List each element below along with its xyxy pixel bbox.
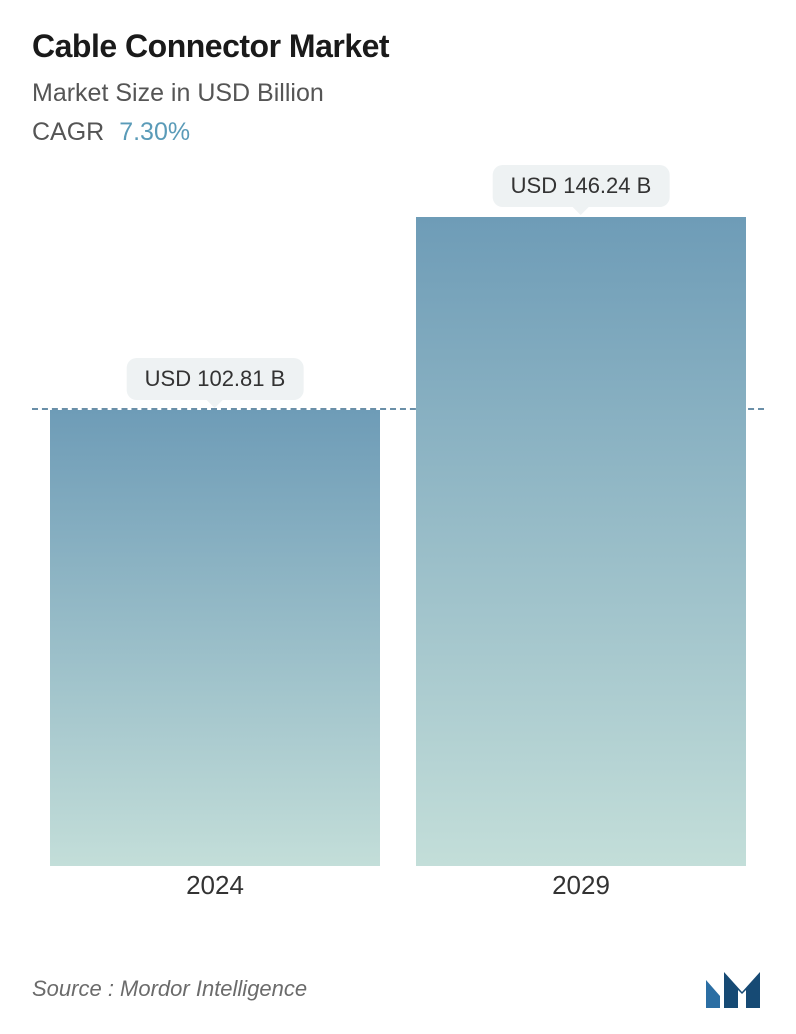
bar-slot: USD 146.24 B (416, 200, 745, 866)
value-badge: USD 102.81 B (127, 358, 304, 400)
brand-logo-icon (702, 968, 764, 1010)
chart-subtitle: Market Size in USD Billion (32, 79, 764, 108)
header: Cable Connector Market Market Size in US… (0, 0, 796, 147)
bar: USD 146.24 B (416, 217, 745, 866)
cagr-label: CAGR (32, 118, 104, 146)
value-badge: USD 146.24 B (493, 165, 670, 207)
x-label: 2024 (50, 870, 379, 914)
x-label: 2029 (416, 870, 745, 914)
bar: USD 102.81 B (50, 410, 379, 866)
x-axis-labels: 2024 2029 (32, 870, 764, 914)
bar-chart: USD 102.81 BUSD 146.24 B 20242029 (32, 200, 764, 914)
cagr-value: 7.30% (119, 118, 190, 146)
bars-container: USD 102.81 BUSD 146.24 B (32, 200, 764, 866)
bar-slot: USD 102.81 B (50, 200, 379, 866)
cagr-row: CAGR 7.30% (32, 118, 764, 147)
footer: Source : Mordor Intelligence (32, 968, 764, 1010)
chart-title: Cable Connector Market (32, 28, 764, 65)
source-text: Source : Mordor Intelligence (32, 976, 307, 1002)
